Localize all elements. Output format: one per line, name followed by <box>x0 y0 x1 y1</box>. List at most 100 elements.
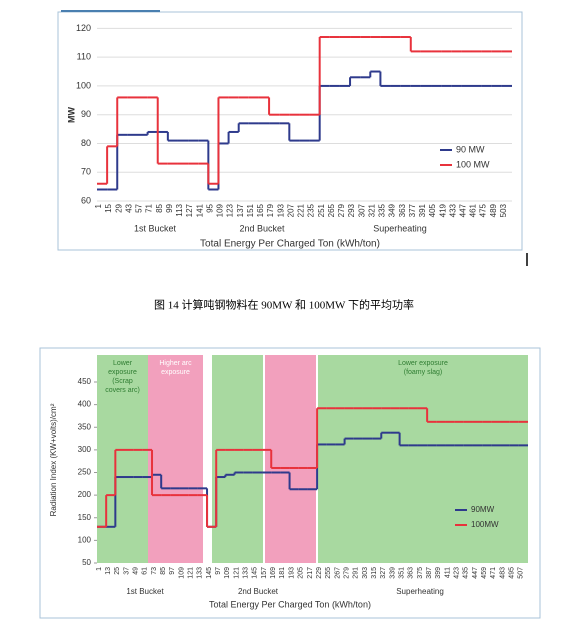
y-tick-label: 250 <box>78 468 92 477</box>
x-tick-label: 37 <box>123 567 130 575</box>
y-tick-label: 100 <box>78 535 92 544</box>
legend-label: 100MW <box>471 520 499 529</box>
x-tick-label: 405 <box>428 203 437 217</box>
y-tick-label: 70 <box>81 167 91 177</box>
x-tick-label: 29 <box>114 203 123 212</box>
y-tick-label: 110 <box>77 52 91 62</box>
chart-frame <box>57 11 523 251</box>
x-tick-label: 267 <box>334 567 341 579</box>
x-tick-label: 141 <box>195 203 204 217</box>
bucket-label: 1st Bucket <box>134 223 177 233</box>
x-tick-label: 169 <box>270 567 277 579</box>
exposure-band <box>265 355 316 563</box>
x-tick-label: 321 <box>367 203 376 217</box>
x-tick-label: 423 <box>453 567 460 579</box>
exposure-band <box>212 355 263 563</box>
x-tick-label: 127 <box>185 203 194 217</box>
x-tick-label: 137 <box>236 203 245 217</box>
legend-label: 90MW <box>471 505 495 514</box>
x-tick-label: 387 <box>426 567 433 579</box>
x-axis-label: Total Energy Per Charged Ton (kWh/ton) <box>200 239 380 250</box>
x-tick-label: 461 <box>469 203 478 217</box>
x-tick-label: 375 <box>417 567 424 579</box>
x-tick-label: 61 <box>142 567 149 575</box>
x-tick-label: 121 <box>188 567 195 579</box>
y-tick-label: 90 <box>81 109 91 119</box>
y-tick-label: 120 <box>76 23 91 33</box>
x-tick-label: 109 <box>216 203 225 217</box>
x-tick-label: 145 <box>252 567 259 579</box>
x-tick-label: 193 <box>276 203 285 217</box>
band-label: (Scrap <box>112 378 133 385</box>
x-tick-label: 181 <box>279 567 286 579</box>
x-tick-label: 483 <box>499 567 506 579</box>
x-tick-label: 133 <box>197 567 204 579</box>
band-label: exposure <box>108 369 137 376</box>
x-tick-label: 15 <box>104 203 113 212</box>
y-tick-label: 60 <box>81 195 91 205</box>
x-tick-label: 85 <box>160 567 167 575</box>
x-tick-label: 133 <box>243 567 250 579</box>
band-label: (foamy slag) <box>404 369 443 376</box>
x-tick-label: 121 <box>233 567 240 579</box>
x-tick-label: 43 <box>124 203 133 212</box>
x-tick-label: 235 <box>307 203 316 217</box>
bucket-label: 1st Bucket <box>126 587 164 596</box>
x-tick-label: 363 <box>408 567 415 579</box>
x-tick-label: 205 <box>298 567 305 579</box>
x-tick-label: 1 <box>96 567 103 571</box>
x-tick-label: 179 <box>266 203 275 217</box>
x-tick-label: 95 <box>205 203 214 212</box>
y-tick-label: 200 <box>78 490 92 499</box>
x-tick-label: 489 <box>489 203 498 217</box>
y-tick-label: 50 <box>82 558 91 567</box>
x-tick-label: 151 <box>246 203 255 217</box>
band-label: exposure <box>161 369 190 376</box>
band-label: covers arc) <box>105 387 140 394</box>
x-tick-label: 495 <box>509 567 516 579</box>
x-tick-label: 251 <box>317 203 326 217</box>
x-tick-label: 351 <box>398 567 405 579</box>
figure-caption: 图 14 计算吨钢物料在 90MW 和 100MW 下的平均功率 <box>154 298 414 312</box>
y-tick-label: 150 <box>78 513 92 522</box>
y-tick-label: 100 <box>76 80 91 90</box>
x-tick-label: 57 <box>135 203 144 212</box>
chart-frame <box>39 347 541 619</box>
x-tick-label: 73 <box>151 567 158 575</box>
x-tick-label: 217 <box>307 567 314 579</box>
x-axis-label: Total Energy Per Charged Ton (kWh/ton) <box>209 599 371 609</box>
band-label: Lower exposure <box>398 360 448 367</box>
x-tick-label: 229 <box>316 567 323 579</box>
x-tick-label: 97 <box>215 567 222 575</box>
bucket-label: 2nd Bucket <box>238 587 279 596</box>
bucket-label: Superheating <box>373 223 427 233</box>
x-tick-label: 475 <box>479 203 488 217</box>
y-tick-label: 350 <box>78 422 92 431</box>
y-axis-label: Radiation Index (KW+volts)/cm² <box>49 403 58 516</box>
x-tick-label: 459 <box>481 567 488 579</box>
x-tick-label: 303 <box>362 567 369 579</box>
y-tick-label: 300 <box>78 445 92 454</box>
x-tick-label: 109 <box>178 567 185 579</box>
x-tick-label: 193 <box>288 567 295 579</box>
x-tick-label: 1 <box>94 203 103 208</box>
x-tick-label: 165 <box>256 203 265 217</box>
x-tick-label: 339 <box>389 567 396 579</box>
x-tick-label: 99 <box>165 203 174 212</box>
x-tick-label: 399 <box>435 567 442 579</box>
x-tick-label: 315 <box>371 567 378 579</box>
x-tick-label: 327 <box>380 567 387 579</box>
x-tick-label: 85 <box>155 203 164 212</box>
x-tick-label: 109 <box>224 567 231 579</box>
band-label: Lower <box>113 360 133 367</box>
y-tick-label: 400 <box>78 400 92 409</box>
x-tick-label: 71 <box>145 203 154 212</box>
x-tick-label: 279 <box>343 567 350 579</box>
x-tick-label: 363 <box>398 203 407 217</box>
x-tick-label: 377 <box>408 203 417 217</box>
legend-label: 90 MW <box>456 144 485 154</box>
x-tick-label: 411 <box>444 567 451 578</box>
x-tick-label: 503 <box>499 203 508 217</box>
